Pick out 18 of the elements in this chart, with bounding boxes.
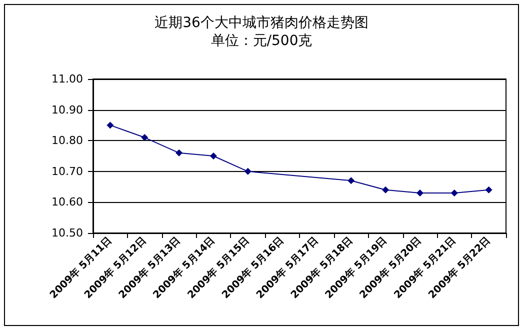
- chart-subtitle: 单位：元/500克: [210, 33, 312, 49]
- point: [176, 149, 183, 156]
- point: [450, 189, 458, 196]
- y-tick-label: 11.00: [52, 72, 83, 86]
- y-tick-label: 10.50: [52, 226, 83, 240]
- point: [210, 152, 217, 160]
- point: [382, 186, 390, 194]
- point: [485, 186, 492, 194]
- chart-title: 近期36个大中城市猪肉价格走势图: [154, 15, 368, 31]
- point: [141, 134, 148, 142]
- point: [416, 189, 424, 196]
- y-tick-label: 10.70: [52, 164, 83, 178]
- y-tick-label: 10.90: [52, 103, 83, 116]
- point: [348, 177, 355, 184]
- y-tick-label: 10.60: [52, 196, 83, 209]
- y-tick-label: 10.80: [52, 134, 83, 148]
- point: [244, 168, 252, 175]
- point: [106, 122, 114, 129]
